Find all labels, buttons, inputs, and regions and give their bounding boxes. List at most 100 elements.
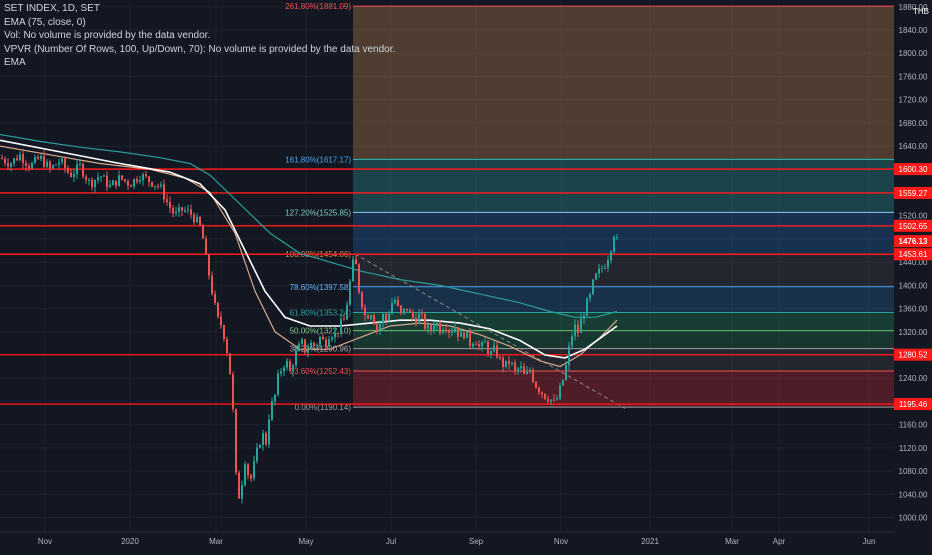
candle-body xyxy=(22,154,24,163)
candle-body xyxy=(403,308,405,313)
candle-body xyxy=(79,163,81,165)
level-price-tag xyxy=(894,186,932,199)
candle-body xyxy=(385,314,387,321)
legend-vol[interactable]: Vol: No volume is provided by the data v… xyxy=(4,30,211,41)
candle-body xyxy=(331,337,333,340)
fib-zone xyxy=(353,370,894,408)
candle-body xyxy=(313,342,315,347)
ema-line xyxy=(0,145,618,368)
fib-label: 61.80%(1353.24) xyxy=(290,308,352,317)
candle-body xyxy=(283,367,285,372)
candle-body xyxy=(334,332,336,338)
candle-body xyxy=(91,179,93,188)
candle-body xyxy=(508,360,510,364)
candle-body xyxy=(148,176,150,182)
candle-body xyxy=(601,268,603,270)
candle-body xyxy=(13,158,15,164)
legend-title[interactable]: SET INDEX, 1D, SET xyxy=(4,3,100,14)
candle-body xyxy=(460,332,462,337)
legend-vpvr[interactable]: VPVR (Number Of Rows, 100, Up/Down, 70):… xyxy=(4,43,396,55)
level-price-label: 1280.52 xyxy=(899,351,928,360)
fib-label: 78.60%(1397.58) xyxy=(290,283,352,292)
fib-label: 23.60%(1252.43) xyxy=(290,367,352,376)
candle-body xyxy=(415,317,417,325)
current-price-tag xyxy=(894,235,932,248)
candle-body xyxy=(238,472,240,499)
candle-body xyxy=(364,307,366,316)
candle-body xyxy=(181,207,183,211)
candle-body xyxy=(178,207,180,212)
y-tick-label: 1320.00 xyxy=(899,328,928,337)
candle-body xyxy=(325,339,327,347)
candle-body xyxy=(382,314,384,324)
candle-body xyxy=(61,158,63,163)
candle-body xyxy=(142,174,144,181)
candle-body xyxy=(361,292,363,308)
level-price-label: 1600.30 xyxy=(899,165,928,174)
candle-body xyxy=(151,181,153,187)
candle-body xyxy=(337,332,339,334)
candle-body xyxy=(43,155,45,167)
fib-zone xyxy=(353,212,894,254)
candle-body xyxy=(274,394,276,402)
candle-body xyxy=(376,324,378,330)
level-price-tag xyxy=(894,348,932,361)
candle-body xyxy=(529,369,531,372)
candle-body xyxy=(397,299,399,306)
candle-body xyxy=(355,259,357,265)
candle-body xyxy=(298,343,300,351)
candle-body xyxy=(232,374,234,410)
candle-body xyxy=(4,158,6,164)
candle-body xyxy=(172,207,174,214)
candle-body xyxy=(25,162,27,166)
legend-ema[interactable]: EMA xyxy=(4,57,26,68)
candle-body xyxy=(10,163,12,167)
candle-body xyxy=(499,357,501,359)
candle-body xyxy=(466,331,468,338)
candle-body xyxy=(163,184,165,200)
candle-body xyxy=(604,267,606,269)
candle-body xyxy=(229,353,231,375)
candle-body xyxy=(205,238,207,255)
candle-body xyxy=(367,315,369,319)
y-tick-label: 1720.00 xyxy=(899,96,928,105)
candle-body xyxy=(502,357,504,367)
candle-body xyxy=(46,161,48,167)
candle-body xyxy=(454,327,456,333)
candle-body xyxy=(7,163,9,167)
candle-body xyxy=(490,351,492,355)
candle-body xyxy=(187,209,189,211)
candle-body xyxy=(190,209,192,215)
candle-body xyxy=(106,175,108,187)
y-tick-label: 1800.00 xyxy=(899,49,928,58)
x-tick-label: Nov xyxy=(38,537,52,546)
candle-body xyxy=(487,341,489,355)
legend-ema75[interactable]: EMA (75, close, 0) xyxy=(4,16,86,28)
y-tick-label: 1040.00 xyxy=(899,490,928,499)
ema-line xyxy=(0,133,618,318)
candle-body xyxy=(493,345,495,352)
candle-body xyxy=(262,433,264,445)
candle-body xyxy=(328,339,330,347)
candle-body xyxy=(478,344,480,347)
candle-body xyxy=(592,279,594,294)
candle-body xyxy=(160,184,162,187)
candle-body xyxy=(463,332,465,338)
candle-body xyxy=(526,371,528,374)
candle-body xyxy=(595,273,597,280)
candle-body xyxy=(271,401,273,420)
candle-body xyxy=(610,251,612,261)
candle-body xyxy=(64,158,66,168)
candle-body xyxy=(214,293,216,303)
candle-body xyxy=(157,185,159,187)
candle-body xyxy=(517,368,519,371)
candle-body xyxy=(175,211,177,214)
level-price-label: 1195.46 xyxy=(899,400,928,409)
y-tick-label: 1080.00 xyxy=(899,467,928,476)
y-tick-label: 1880.00 xyxy=(899,3,928,12)
x-tick-label: Jun xyxy=(863,537,876,546)
candle-body xyxy=(304,339,306,353)
fib-label: 261.80%(1881.09) xyxy=(285,2,351,11)
